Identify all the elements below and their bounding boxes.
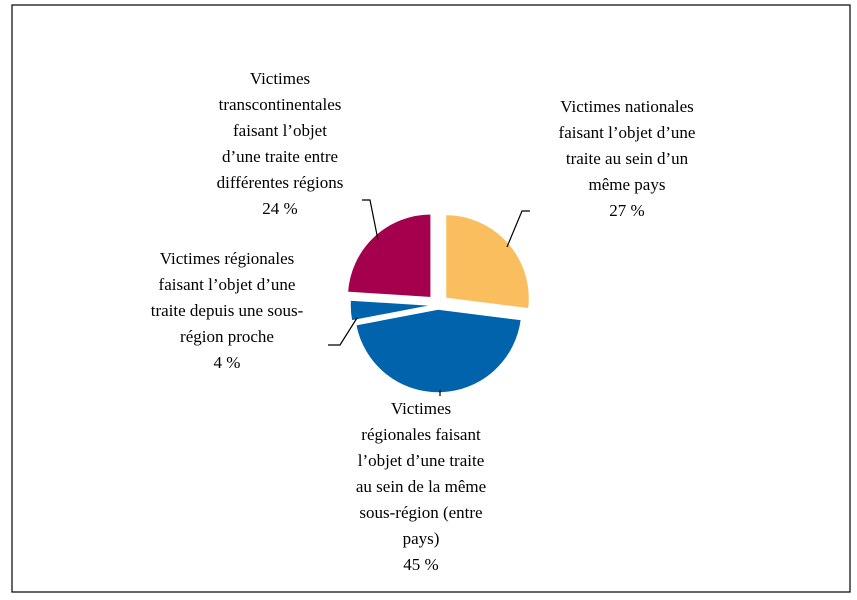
slice-label: au sein de la même [356, 477, 486, 496]
slice-value-label: 45 % [403, 555, 438, 574]
slice-label: l’objet d’une traite [358, 451, 485, 470]
pie-slice [349, 299, 435, 322]
slice-label: différentes régions [217, 173, 344, 192]
chart-border [11, 4, 851, 593]
slice-value-label: 27 % [609, 201, 644, 220]
pie-slice [354, 308, 523, 394]
slice-label: faisant l’objet d’une [159, 275, 296, 294]
slice-label: région proche [180, 327, 274, 346]
slice-label: Victimes [250, 69, 310, 88]
slice-label: traite au sein d’un [566, 149, 689, 168]
slice-label: d’une traite entre [222, 147, 338, 166]
slice-label: faisant l’objet [233, 121, 327, 140]
leader-line [506, 210, 530, 248]
slice-value-label: 4 % [214, 353, 241, 372]
slice-label: pays) [403, 529, 440, 548]
slice-label: Victimes [391, 399, 451, 418]
slice-label: traite depuis une sous- [151, 301, 304, 320]
leader-line [362, 199, 379, 241]
pie-slice [346, 212, 432, 299]
slice-label: transcontinentales [219, 95, 342, 114]
slice-value-label: 24 % [262, 199, 297, 218]
slice-label: même pays [589, 175, 666, 194]
slice-label: sous-région (entre [359, 503, 482, 522]
slice-label: Victimes régionales [160, 249, 294, 268]
leader-line [328, 317, 358, 346]
slice-label: faisant l’objet d’une [559, 123, 696, 142]
slice-label: Victimes nationales [560, 97, 694, 116]
slice-label: régionales faisant [361, 425, 481, 444]
